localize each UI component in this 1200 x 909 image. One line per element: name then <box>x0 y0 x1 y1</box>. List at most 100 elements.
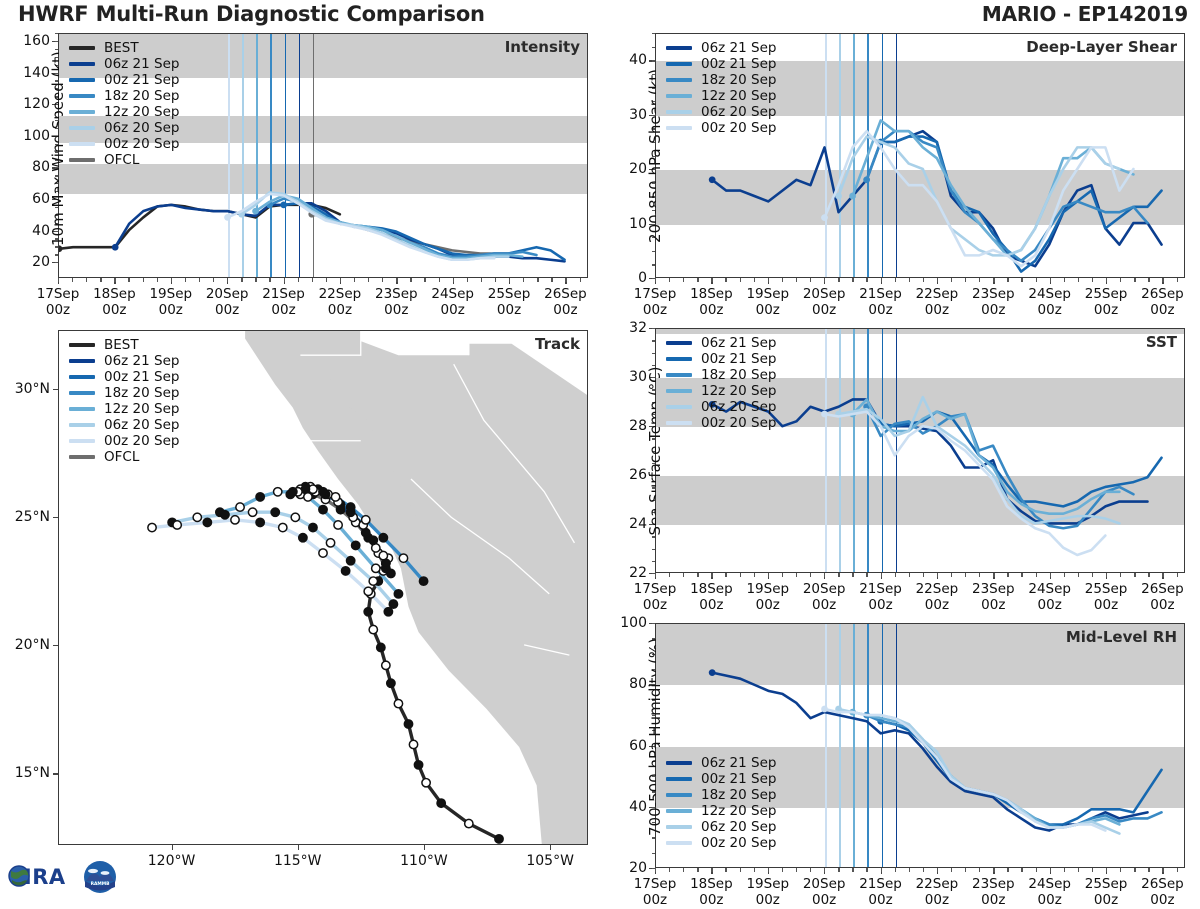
legend-swatch <box>69 390 95 396</box>
x-minor-tick <box>951 573 953 577</box>
x-minor-tick <box>1049 868 1051 872</box>
track-marker-filled <box>340 565 351 576</box>
legend-item[interactable]: 06z 21 Sep <box>666 40 776 56</box>
legend-item[interactable]: 00z 20 Sep <box>666 120 776 136</box>
x-tick-label: 17Sep 00z <box>634 581 677 614</box>
legend-item[interactable]: 06z 20 Sep <box>666 399 776 415</box>
legend-item[interactable]: 00z 21 Sep <box>666 771 776 787</box>
legend-item[interactable]: 00z 21 Sep <box>666 351 776 367</box>
track-marker-open <box>290 512 301 523</box>
legend-item[interactable]: 06z 21 Sep <box>69 56 179 72</box>
legend-item[interactable]: 18z 20 Sep <box>666 787 776 803</box>
x-tick-label: 25Sep 00z <box>1085 286 1128 319</box>
x-minor-tick <box>767 573 770 577</box>
legend-item[interactable]: BEST <box>69 337 179 353</box>
x-tick-time: 00z <box>868 302 893 319</box>
x-minor-tick <box>1077 278 1080 282</box>
x-minor-tick <box>1176 278 1178 282</box>
x-minor-tick <box>781 278 784 282</box>
legend-item[interactable]: 06z 20 Sep <box>69 417 179 433</box>
track-marker-open <box>378 550 389 561</box>
legend-item[interactable]: 00z 20 Sep <box>666 415 776 431</box>
x-minor-tick <box>311 278 314 282</box>
init-time-line <box>256 34 258 277</box>
y-minor-tick <box>651 377 655 379</box>
y-minor-tick <box>651 852 655 854</box>
track-marker-filled <box>413 759 424 770</box>
track-marker-open <box>330 491 341 502</box>
series-init-marker <box>708 400 716 408</box>
map-y-tick-label: 30°N <box>14 380 50 397</box>
legend-item[interactable]: 00z 21 Sep <box>69 72 179 88</box>
legend-item[interactable]: 00z 21 Sep <box>69 369 179 385</box>
legend-item[interactable]: 12z 20 Sep <box>69 104 179 120</box>
track-marker-open <box>398 553 409 564</box>
legend-item[interactable]: 06z 21 Sep <box>666 755 776 771</box>
legend-item[interactable]: 06z 20 Sep <box>69 120 179 136</box>
legend-item[interactable]: 06z 20 Sep <box>666 819 776 835</box>
x-minor-tick <box>739 278 741 282</box>
legend-item[interactable]: 00z 21 Sep <box>666 56 776 72</box>
legend-item[interactable]: 12z 20 Sep <box>666 88 776 104</box>
x-tick-date: 18Sep <box>93 286 136 302</box>
x-tick-label: 19Sep 00z <box>746 876 789 909</box>
legend-swatch <box>69 93 95 99</box>
x-minor-tick <box>1035 573 1037 577</box>
legend-item[interactable]: 00z 20 Sep <box>69 433 179 449</box>
x-minor-tick <box>683 278 685 282</box>
x-tick-date: 20Sep <box>802 581 846 597</box>
init-time-line <box>825 624 827 867</box>
legend-item[interactable]: 00z 20 Sep <box>666 835 776 851</box>
x-tick-label: 26Sep 00z <box>1141 876 1184 909</box>
legend-swatch <box>69 157 95 163</box>
legend-item[interactable]: 18z 20 Sep <box>666 367 776 383</box>
x-tick-time: 00z <box>924 597 950 614</box>
x-minor-tick <box>951 868 953 872</box>
y-minor-tick <box>54 48 58 51</box>
map-y-tick-mark <box>53 388 58 391</box>
x-minor-tick <box>781 573 784 577</box>
legend-item[interactable]: OFCL <box>69 152 179 168</box>
x-tick-label: 17Sep 00z <box>634 286 677 319</box>
legend-item[interactable]: 12z 20 Sep <box>666 383 776 399</box>
track-marker-open <box>370 563 381 574</box>
legend-item[interactable]: 06z 20 Sep <box>666 104 776 120</box>
track-marker-filled <box>318 504 328 515</box>
x-tick-date: 25Sep <box>1084 581 1128 597</box>
x-minor-tick <box>725 868 727 872</box>
x-tick-date: 18Sep <box>690 876 733 892</box>
x-minor-tick <box>824 278 826 282</box>
x-minor-tick <box>993 278 995 282</box>
y-minor-tick <box>651 487 655 489</box>
x-minor-tick <box>452 278 454 282</box>
legend-item[interactable]: 18z 20 Sep <box>69 385 179 401</box>
legend-item[interactable]: 18z 20 Sep <box>666 72 776 88</box>
legend-item[interactable]: OFCL <box>69 449 179 465</box>
x-tick-time: 00z <box>699 597 724 614</box>
legend-item[interactable]: 06z 21 Sep <box>69 353 179 369</box>
map-y-tick-mark <box>53 773 58 775</box>
x-minor-tick <box>1007 868 1009 872</box>
legend-item[interactable]: 12z 20 Sep <box>666 803 776 819</box>
x-minor-tick <box>424 278 426 282</box>
x-tick-date: 26Sep <box>1141 876 1184 892</box>
x-tick-label: 26Sep 00z <box>1141 581 1184 614</box>
track-marker-filled <box>403 719 414 729</box>
panel-title-sst: SST <box>1145 333 1177 351</box>
legend-item[interactable]: 06z 21 Sep <box>666 335 776 351</box>
legend-swatch <box>69 45 95 51</box>
y-minor-tick <box>651 182 655 185</box>
legend-item[interactable]: 18z 20 Sep <box>69 88 179 104</box>
x-minor-tick <box>894 573 896 577</box>
x-minor-tick <box>1007 278 1009 282</box>
legend-item[interactable]: 12z 20 Sep <box>69 401 179 417</box>
x-tick-label: 22Sep 00z <box>916 581 959 614</box>
legend-item[interactable]: 00z 20 Sep <box>69 136 179 152</box>
legend-swatch <box>666 356 692 362</box>
x-minor-tick <box>951 278 953 282</box>
x-tick-time: 00z <box>642 597 668 614</box>
map-x-tick-mark <box>550 845 552 850</box>
legend-item[interactable]: BEST <box>69 40 179 56</box>
legend-label: 18z 20 Sep <box>701 367 777 383</box>
x-tick-time: 00z <box>1093 597 1119 614</box>
